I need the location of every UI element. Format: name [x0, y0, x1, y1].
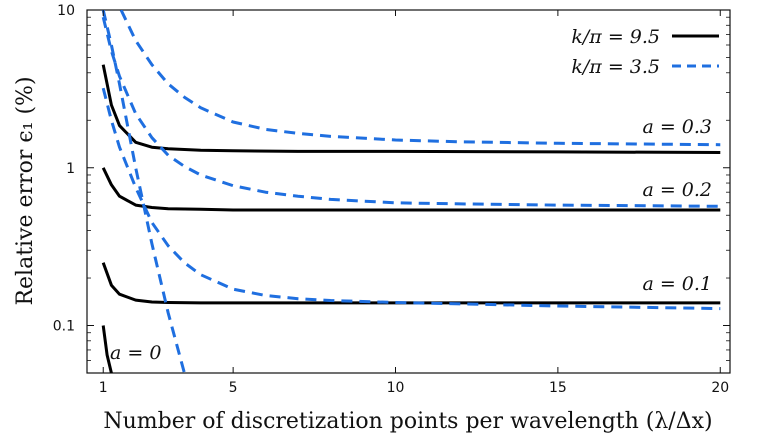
y-tick-label: 10 [57, 3, 75, 19]
series-line-k95-a-0-2 [101, 167, 721, 212]
x-tick-label: 20 [711, 380, 729, 396]
x-tick-label: 1 [99, 380, 108, 396]
plot-frame [86, 9, 731, 374]
annotation-a-0: a = 0 [110, 342, 161, 364]
series-line-k35-a-0-3 [119, 10, 721, 147]
x-tick-label: 15 [549, 380, 567, 396]
y-axis-title: Relative error ϵ₁ (%) [13, 76, 38, 305]
legend-label-k95: k/π = 9.5 [571, 26, 660, 48]
legend: k/π = 9.5 k/π = 3.5 [535, 16, 725, 80]
series-line-k95-a-0 [101, 325, 113, 373]
series-line-k95-a-0-1 [101, 262, 721, 305]
series-line-k35-a-0-1 [101, 87, 721, 311]
x-tick-label: 5 [229, 380, 238, 396]
x-tick-label: 10 [387, 380, 405, 396]
legend-background [535, 16, 725, 80]
annotation-a-0-2: a = 0.2 [642, 179, 712, 201]
x-axis-title: Number of discretization points per wave… [103, 409, 712, 434]
y-tick-label: 1 [66, 161, 75, 177]
legend-label-k35: k/π = 3.5 [571, 56, 660, 78]
series-line-k35-a-0-2 [101, 16, 721, 208]
annotation-a-0-1: a = 0.1 [642, 273, 712, 295]
y-tick-label: 0.1 [53, 319, 75, 335]
series-line-k95-a-0-3 [101, 64, 721, 154]
series-line-k35-a-0 [101, 10, 186, 373]
annotation-a-0-3: a = 0.3 [642, 116, 712, 138]
series-layer [101, 10, 721, 373]
